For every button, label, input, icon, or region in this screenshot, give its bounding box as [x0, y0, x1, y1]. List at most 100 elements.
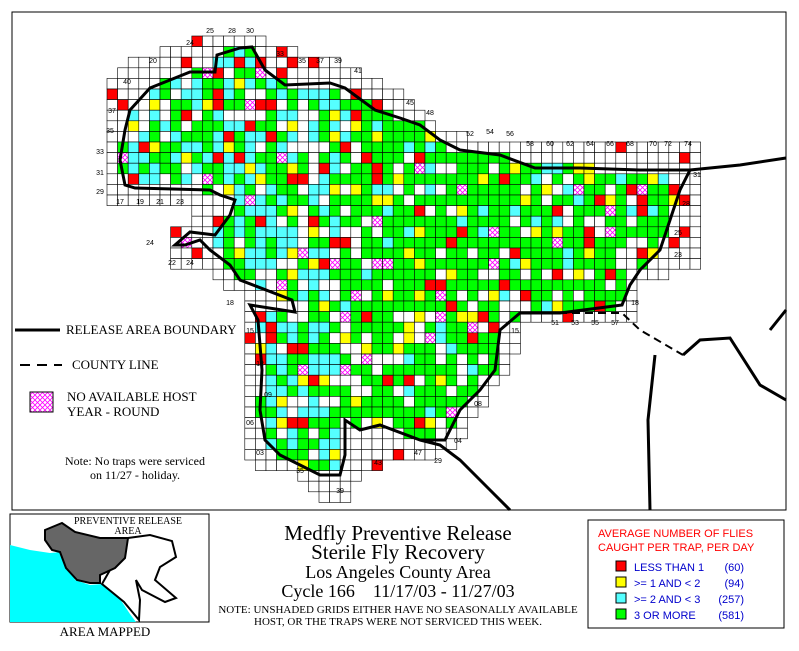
grid-cell [318, 321, 330, 334]
grid-cell [551, 258, 564, 270]
grid-cell [350, 311, 362, 323]
grid-cell [286, 99, 299, 111]
grid-cell [361, 268, 373, 281]
grid-cell [371, 427, 383, 440]
grid-cell [212, 120, 224, 132]
grid-cell [308, 131, 320, 143]
grid-cell [414, 152, 426, 164]
grid-cell [361, 120, 373, 132]
grid-cell [498, 205, 511, 217]
grid-label: 18 [631, 300, 639, 307]
grid-cell [594, 194, 606, 206]
grid-cell [498, 353, 511, 365]
grid-label: 30 [246, 28, 254, 35]
grid-cell [371, 396, 383, 408]
fly-count-legend: AVERAGE NUMBER OF FLIES CAUGHT PER TRAP,… [587, 519, 785, 629]
grid-cell [329, 427, 341, 440]
grid-cell [297, 173, 309, 185]
grid-cell [244, 99, 256, 111]
grid-cell [414, 141, 426, 153]
grid-cell [297, 290, 309, 302]
grid-cell [477, 279, 489, 291]
grid-cell [530, 173, 542, 185]
grid-cell [233, 258, 246, 270]
grid-cell [435, 162, 447, 175]
grid-cell [265, 99, 277, 111]
grid-cell [318, 374, 330, 387]
grid-cell [657, 258, 670, 270]
grid-cell [615, 194, 627, 206]
grid-cell [604, 194, 617, 206]
grid-cell [350, 205, 362, 217]
coastline-edge [768, 309, 788, 331]
grid-cell [573, 141, 585, 153]
grid-cell [403, 205, 415, 217]
grid-cell [233, 141, 246, 153]
grid-cell [371, 78, 383, 90]
grid-cell [594, 258, 606, 270]
grid-cell [223, 152, 235, 164]
inset-map: PREVENTIVE RELEASE AREA AREA MAPPED [9, 513, 210, 639]
grid-cell [477, 364, 489, 376]
grid-cell [212, 162, 224, 175]
grid-label: 06 [246, 420, 254, 427]
grid-cell [212, 205, 224, 217]
grid-cell [530, 237, 542, 249]
grid-cell [308, 364, 320, 376]
grid-cell [604, 258, 617, 270]
grid-cell [424, 205, 436, 217]
grid-cell [657, 152, 670, 164]
grid-cell [435, 194, 447, 206]
grid-cell [636, 194, 648, 206]
grid-cell [435, 300, 447, 312]
grid-cell [456, 247, 468, 259]
grid-cell [456, 374, 468, 387]
grid-cell [615, 268, 627, 281]
grid-cell [149, 131, 161, 143]
grid-cell [361, 364, 373, 376]
grid-cell [297, 120, 309, 132]
grid-cell [339, 491, 352, 503]
grid-cell [414, 194, 426, 206]
grid-cell [668, 173, 680, 185]
grid-cell [541, 215, 553, 228]
grid-cell [286, 438, 299, 450]
grid-cell [647, 268, 659, 281]
grid-cell [276, 56, 288, 69]
grid-label: 55 [591, 320, 599, 327]
grid-cell [297, 374, 309, 387]
grid-cell [350, 385, 362, 397]
grid-cell [520, 184, 532, 196]
grid-cell [308, 374, 320, 387]
grid-cell [392, 205, 405, 217]
grid-cell [329, 67, 341, 79]
grid-cell [477, 237, 489, 249]
grid-cell [594, 205, 606, 217]
grid-cell [382, 385, 394, 397]
grid-cell [382, 290, 394, 302]
grid-cell [329, 194, 341, 206]
grid-cell [604, 184, 617, 196]
grid-cell [297, 396, 309, 408]
grid-label: 28 [682, 201, 690, 208]
grid-cell [244, 205, 256, 217]
grid-cell [414, 173, 426, 185]
grid-cell [297, 184, 309, 196]
grid-cell [530, 290, 542, 302]
grid-cell [149, 67, 161, 79]
grid-cell [350, 449, 362, 461]
grid-cell [265, 311, 277, 323]
grid-cell [138, 162, 150, 175]
area-title: Los Angeles County Area [305, 562, 490, 582]
grid-cell [286, 46, 299, 58]
grid-cell [382, 141, 394, 153]
grid-cell [318, 194, 330, 206]
grid-cell [467, 300, 479, 312]
ocean [10, 545, 136, 622]
grid-cell [657, 194, 670, 206]
grid-cell [456, 364, 468, 376]
grid-cell [435, 311, 447, 323]
grid-cell [361, 258, 373, 270]
grid-label: 35 [296, 468, 304, 475]
grid-cell [244, 290, 256, 302]
